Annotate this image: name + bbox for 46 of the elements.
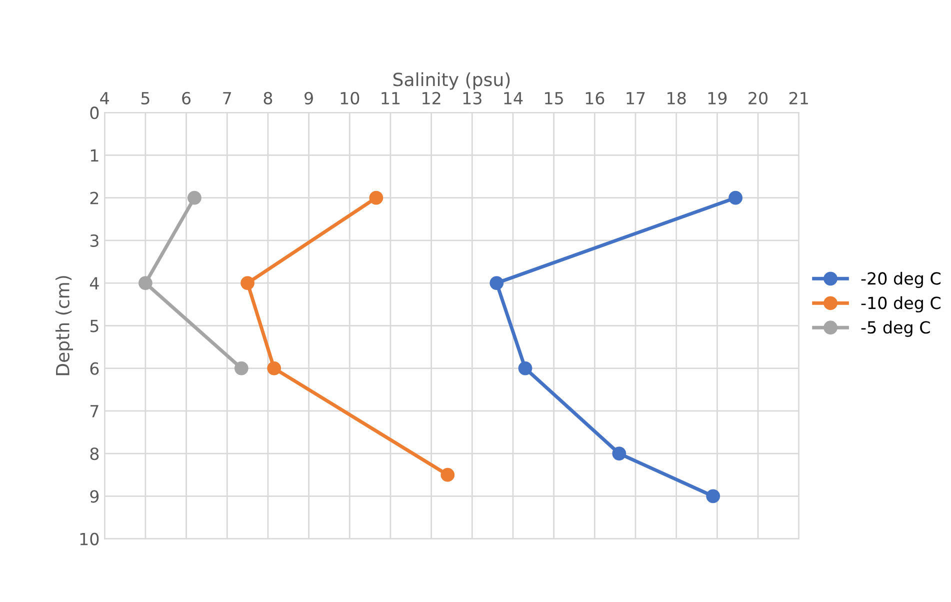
point [728, 190, 742, 205]
point [234, 361, 248, 376]
y-tick-label: 6 [90, 362, 99, 375]
x-tick-label: 5 [141, 92, 150, 104]
x-tick-label: 21 [789, 92, 808, 104]
x-tick-label: 18 [668, 92, 686, 104]
legend-label: -20 deg C [861, 272, 940, 288]
point [612, 446, 626, 460]
y-tick-label: 5 [90, 320, 98, 332]
x-tick-label: 12 [422, 92, 440, 104]
y-tick-label: 7 [90, 405, 98, 418]
point [138, 276, 152, 290]
x-tick-label: 13 [463, 92, 482, 104]
point [706, 489, 720, 504]
x-tick-label: 14 [504, 92, 523, 104]
x-axis-title: Salinity (psu) [393, 72, 510, 90]
y-tick-label: 10 [80, 532, 99, 546]
y-tick-label: 4 [90, 277, 99, 290]
y-tick-label: 0 [90, 106, 99, 120]
point [188, 190, 202, 205]
x-tick-label: 10 [340, 92, 360, 104]
x-tick-label: 17 [626, 92, 645, 104]
y-axis-title: Depth (cm) [56, 276, 73, 376]
x-tick-label: 7 [223, 92, 231, 104]
point [490, 276, 504, 290]
x-tick-label: 20 [748, 92, 768, 104]
x-tick-label: 16 [586, 92, 604, 104]
y-tick-label: 9 [90, 490, 99, 503]
point [267, 361, 282, 376]
y-tick-label: 1 [90, 149, 98, 162]
x-tick-label: 19 [708, 92, 727, 104]
point [369, 190, 384, 205]
x-tick-label: 4 [100, 92, 109, 104]
legend-label: -5 deg C [861, 320, 930, 337]
x-tick-label: 8 [264, 92, 272, 104]
legend-label: -10 deg C [861, 296, 940, 312]
point [240, 276, 254, 290]
y-tick-label: 8 [90, 448, 99, 460]
y-tick-label: 3 [90, 234, 98, 248]
x-tick-label: 6 [182, 92, 191, 104]
x-tick-label: 9 [304, 92, 313, 104]
x-tick-label: 15 [545, 92, 563, 104]
y-tick-label: 2 [90, 192, 98, 204]
x-tick-label: 11 [382, 92, 400, 104]
point [440, 468, 455, 482]
point [518, 361, 532, 376]
